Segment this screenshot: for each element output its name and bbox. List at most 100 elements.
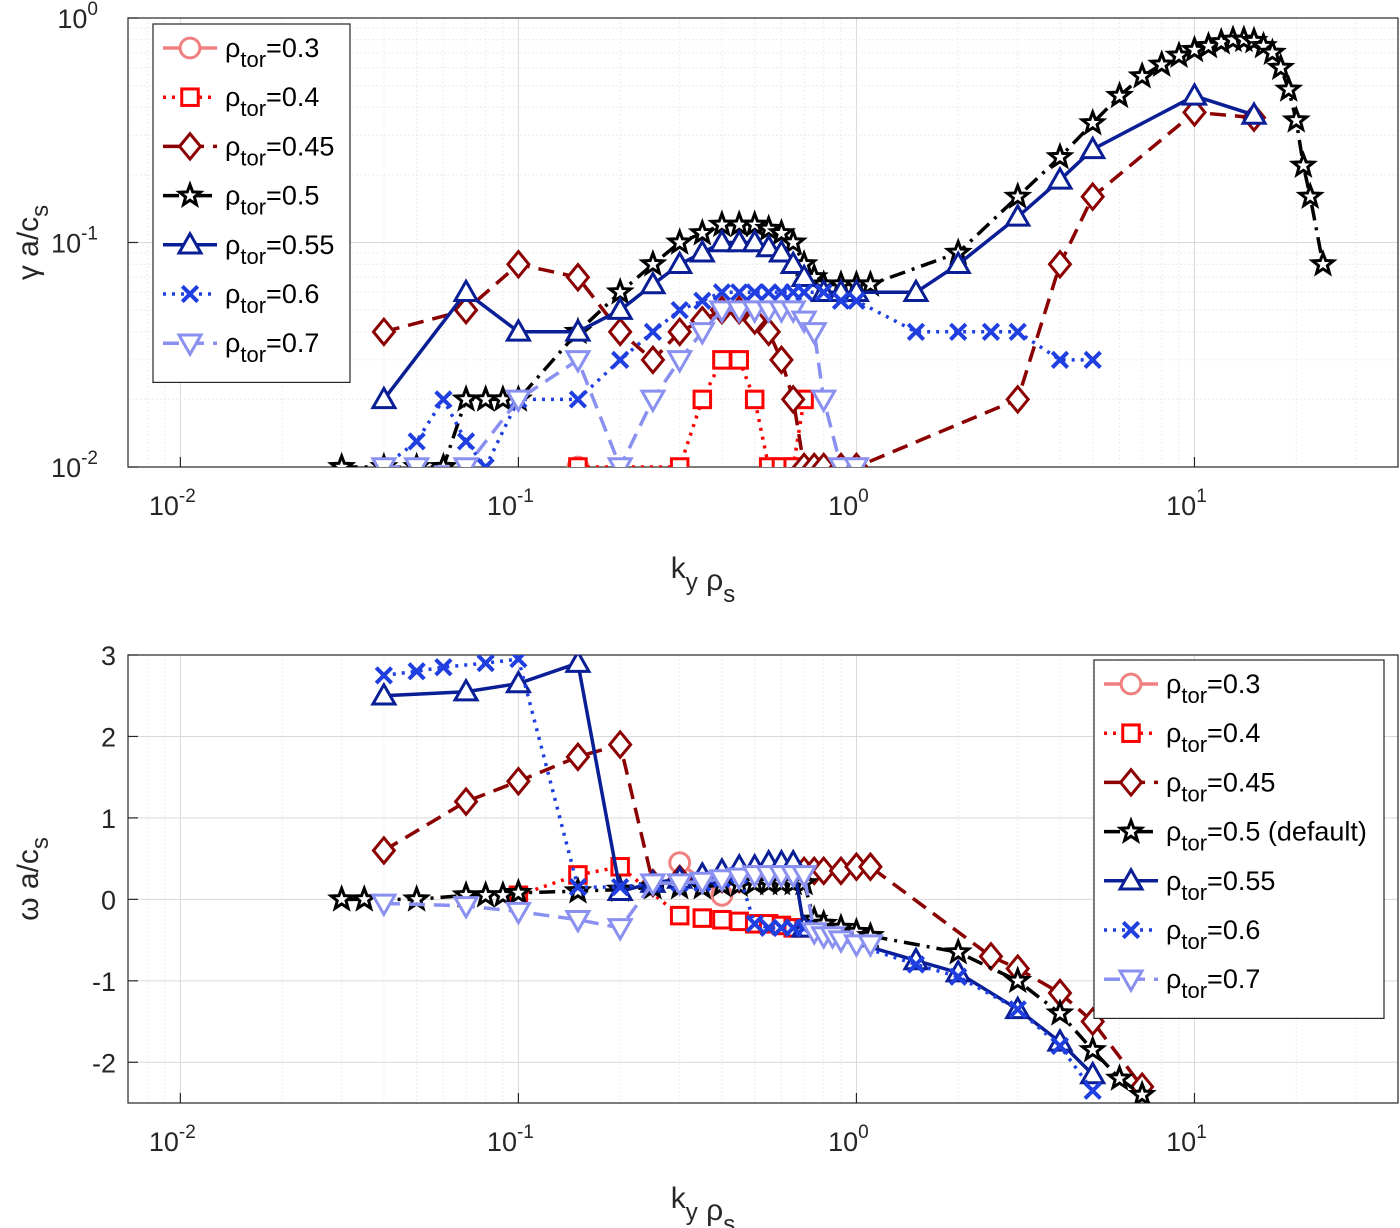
data-point xyxy=(1003,965,1033,994)
series-line xyxy=(577,358,806,467)
legend-marker xyxy=(180,87,200,107)
data-point xyxy=(943,937,973,965)
data-point xyxy=(855,269,885,297)
legend-entry-tor-0-45: ρtor=0.45 xyxy=(163,131,334,170)
data-point xyxy=(639,389,667,414)
data-point xyxy=(504,389,532,414)
x-tick-label: 100 xyxy=(828,486,869,521)
data-point xyxy=(665,227,695,255)
data-point xyxy=(758,457,779,467)
legend-label: ρtor=0.5 (default) xyxy=(1166,817,1367,856)
data-point xyxy=(1005,384,1031,415)
data-point xyxy=(606,457,634,467)
data-point xyxy=(712,283,732,302)
legend-marker xyxy=(1117,866,1145,891)
y-tick-label: -2 xyxy=(92,1048,116,1078)
y-tick-label: 10-1 xyxy=(51,224,98,259)
data-point xyxy=(564,350,592,374)
data-point xyxy=(1281,105,1311,133)
y-axis-label: γ a/cs xyxy=(12,205,54,280)
data-point xyxy=(755,233,783,258)
plot-area xyxy=(327,655,1157,1103)
data-point xyxy=(568,390,588,409)
data-point xyxy=(810,389,838,414)
data-point xyxy=(708,228,736,253)
data-point xyxy=(756,316,782,347)
y-tick-label: 1 xyxy=(101,804,116,834)
data-point xyxy=(790,310,818,335)
data-point xyxy=(564,655,592,673)
data-point xyxy=(504,901,532,926)
data-point xyxy=(607,729,633,760)
y-tick-label: 3 xyxy=(101,641,116,671)
data-point xyxy=(639,270,667,295)
data-point xyxy=(858,851,883,882)
data-point xyxy=(712,909,732,930)
series-tor-0-7 xyxy=(370,300,871,467)
legend-label: ρtor=0.3 xyxy=(225,33,319,72)
data-point xyxy=(370,457,398,467)
data-point xyxy=(1008,322,1027,341)
data-point xyxy=(1295,181,1325,210)
data-point xyxy=(565,262,591,293)
legend-entry-tor-0-4: ρtor=0.4 xyxy=(163,82,319,121)
data-point xyxy=(1127,1079,1157,1103)
series-tor-0-7 xyxy=(370,865,885,959)
data-point xyxy=(1127,61,1157,89)
data-point xyxy=(1308,248,1338,277)
data-point xyxy=(729,350,749,370)
legend-label: ρtor=0.55 xyxy=(225,230,334,269)
data-point xyxy=(730,283,749,302)
legend-marker xyxy=(176,230,204,255)
data-point xyxy=(1078,107,1108,136)
data-point xyxy=(452,896,480,920)
data-point xyxy=(687,217,717,246)
data-point xyxy=(1004,202,1032,227)
data-point xyxy=(428,451,458,467)
legend-entry-tor-0-3: ρtor=0.3 xyxy=(1104,669,1260,708)
data-point xyxy=(708,300,736,325)
x-tick-label: 10-1 xyxy=(487,1122,534,1157)
y-tick-label: -1 xyxy=(92,967,116,997)
legend-label: ρtor=0.7 xyxy=(1166,964,1260,1003)
data-point xyxy=(667,316,693,347)
y-tick-label: 0 xyxy=(101,885,116,915)
data-point xyxy=(1008,1000,1027,1019)
data-point xyxy=(452,278,480,303)
data-point xyxy=(778,227,808,255)
data-point xyxy=(814,283,833,302)
data-point xyxy=(831,291,851,310)
data-point xyxy=(606,918,634,942)
legend: ρtor=0.3 ρtor=0.4 ρtor=0.45 ρtor=0.5 (defau… xyxy=(1093,659,1385,1019)
data-point xyxy=(1047,249,1073,280)
legend-entry-tor-0-7: ρtor=0.7 xyxy=(1104,964,1260,1003)
data-point xyxy=(741,228,769,253)
x-axis-label: ky ρs xyxy=(671,552,735,608)
data-point xyxy=(1078,1034,1108,1063)
data-point xyxy=(564,909,592,934)
data-point xyxy=(1257,37,1287,66)
legend-label: ρtor=0.3 xyxy=(1166,669,1260,708)
legend-entry-tor-0-3: ρtor=0.3 xyxy=(163,33,319,72)
legend-entry-tor-0-5: ρtor=0.5 xyxy=(163,180,319,220)
data-point xyxy=(1266,52,1296,81)
data-point xyxy=(639,873,667,898)
y-tick-label: 2 xyxy=(101,722,116,752)
data-point xyxy=(745,914,764,933)
data-point xyxy=(693,291,712,310)
data-point xyxy=(607,316,633,347)
data-point xyxy=(688,871,716,896)
data-point xyxy=(1180,81,1209,106)
data-point xyxy=(1083,350,1102,370)
data-point xyxy=(504,317,532,342)
x-tick-label: 10-2 xyxy=(149,486,196,521)
data-point xyxy=(744,389,765,410)
data-point xyxy=(434,390,453,409)
data-point xyxy=(1147,49,1177,77)
data-point xyxy=(1045,998,1075,1026)
data-point xyxy=(1079,135,1107,160)
data-point xyxy=(906,322,926,341)
legend-label: ρtor=0.6 xyxy=(225,279,319,318)
growth-rate-panel: 10-2 10-1 100 101 10-2 10-1 100 ky ρs γ a/cs ρtor… xyxy=(12,0,1399,608)
